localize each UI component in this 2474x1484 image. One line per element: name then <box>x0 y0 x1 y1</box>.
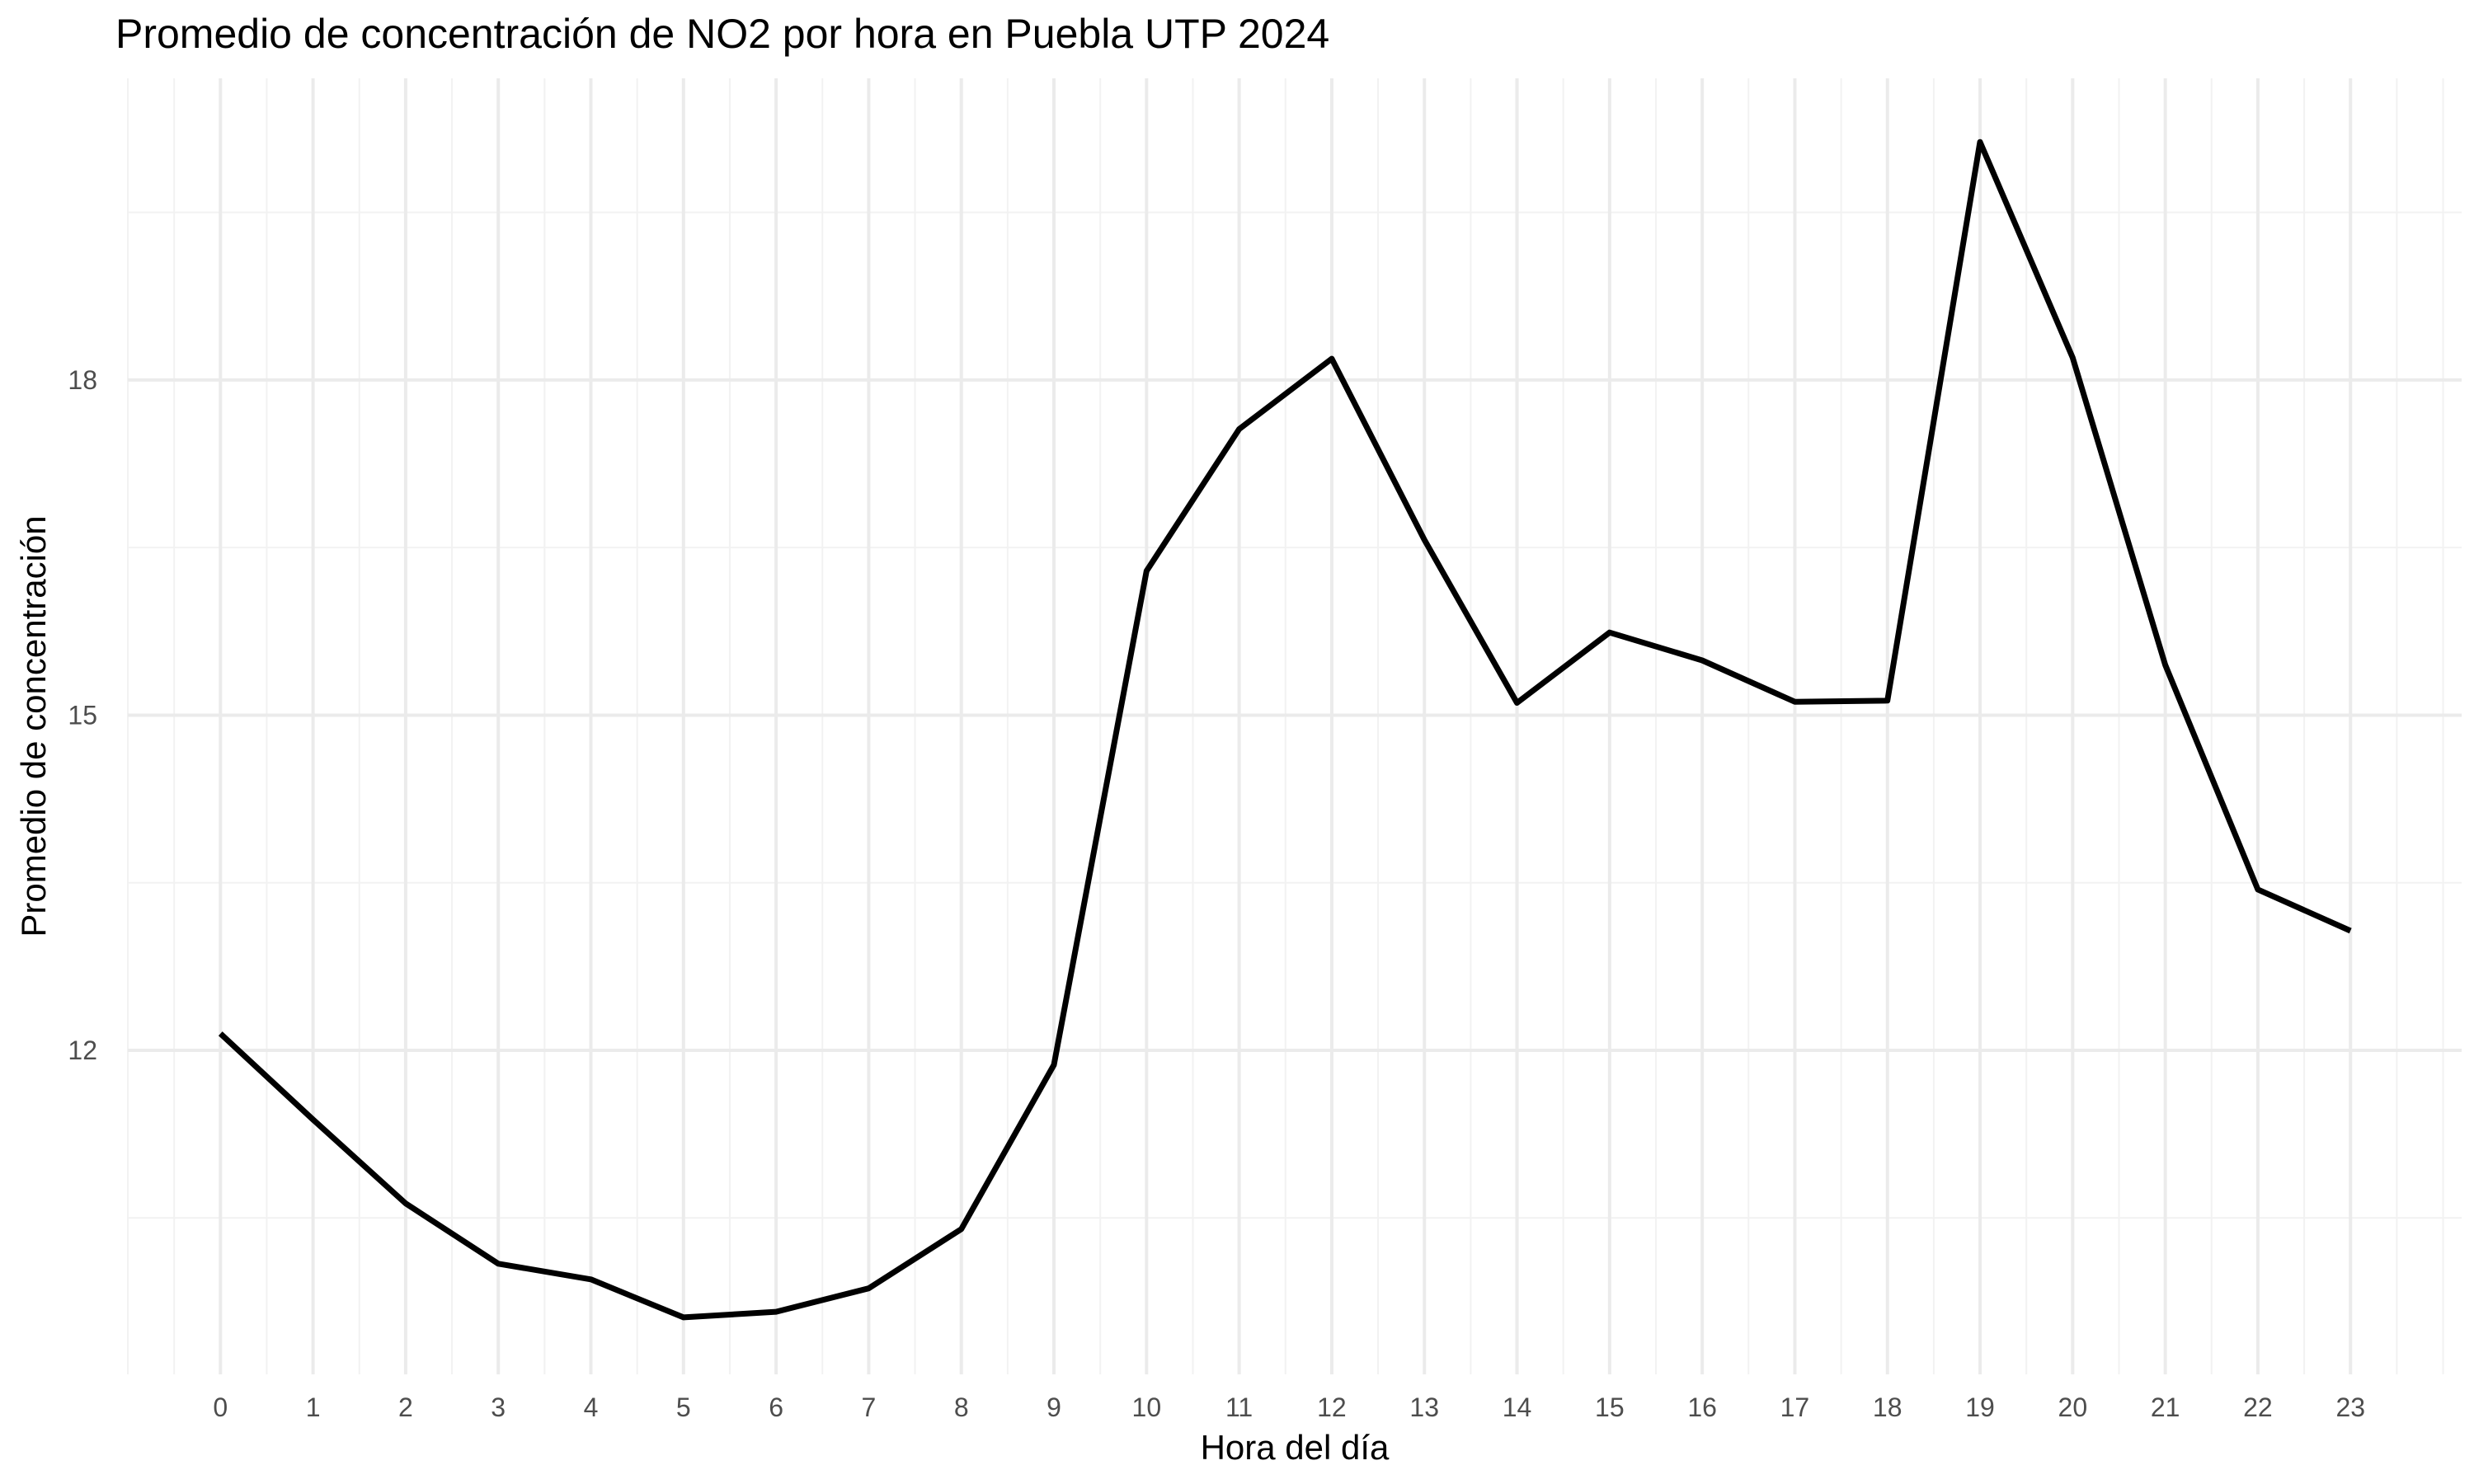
x-tick-labels: 0 1 2 3 4 5 6 7 8 9 10 11 12 13 14 15 16 17 18 19 20 21 22 23 <box>213 1392 2365 1422</box>
x-tick-label: 0 <box>213 1392 228 1422</box>
x-tick-label: 5 <box>676 1392 691 1422</box>
x-tick-label: 1 <box>306 1392 321 1422</box>
x-tick-label: 8 <box>954 1392 969 1422</box>
x-tick-label: 4 <box>584 1392 599 1422</box>
x-tick-label: 13 <box>1409 1392 1439 1422</box>
x-tick-label: 6 <box>769 1392 783 1422</box>
x-tick-label: 2 <box>398 1392 413 1422</box>
x-tick-label: 14 <box>1503 1392 1532 1422</box>
y-tick-label: 18 <box>68 365 97 395</box>
x-tick-label: 7 <box>862 1392 877 1422</box>
major-gridlines <box>128 78 2462 1374</box>
chart-title: Promedio de concentración de NO2 por hor… <box>115 11 1330 57</box>
y-tick-labels: 12 15 18 <box>68 365 97 1065</box>
x-tick-label: 15 <box>1595 1392 1625 1422</box>
series-layer <box>218 139 2352 1321</box>
y-axis-title: Promedio de concentración <box>14 515 53 937</box>
x-tick-label: 20 <box>2058 1392 2088 1422</box>
x-tick-label: 21 <box>2151 1392 2180 1422</box>
x-tick-label: 17 <box>1780 1392 1810 1422</box>
y-tick-label: 15 <box>68 700 97 730</box>
x-tick-label: 23 <box>2335 1392 2365 1422</box>
y-tick-label: 12 <box>68 1036 97 1065</box>
x-tick-label: 12 <box>1317 1392 1347 1422</box>
x-tick-label: 3 <box>491 1392 506 1422</box>
x-axis-title: Hora del día <box>1201 1428 1390 1467</box>
x-tick-label: 9 <box>1047 1392 1061 1422</box>
series-line-0 <box>218 139 2352 1321</box>
x-tick-label: 22 <box>2243 1392 2273 1422</box>
x-tick-label: 19 <box>1965 1392 1995 1422</box>
x-tick-label: 11 <box>1225 1392 1253 1422</box>
x-tick-label: 18 <box>1873 1392 1903 1422</box>
x-tick-label: 10 <box>1132 1392 1162 1422</box>
minor-gridlines <box>127 78 2462 1374</box>
x-tick-label: 16 <box>1687 1392 1717 1422</box>
